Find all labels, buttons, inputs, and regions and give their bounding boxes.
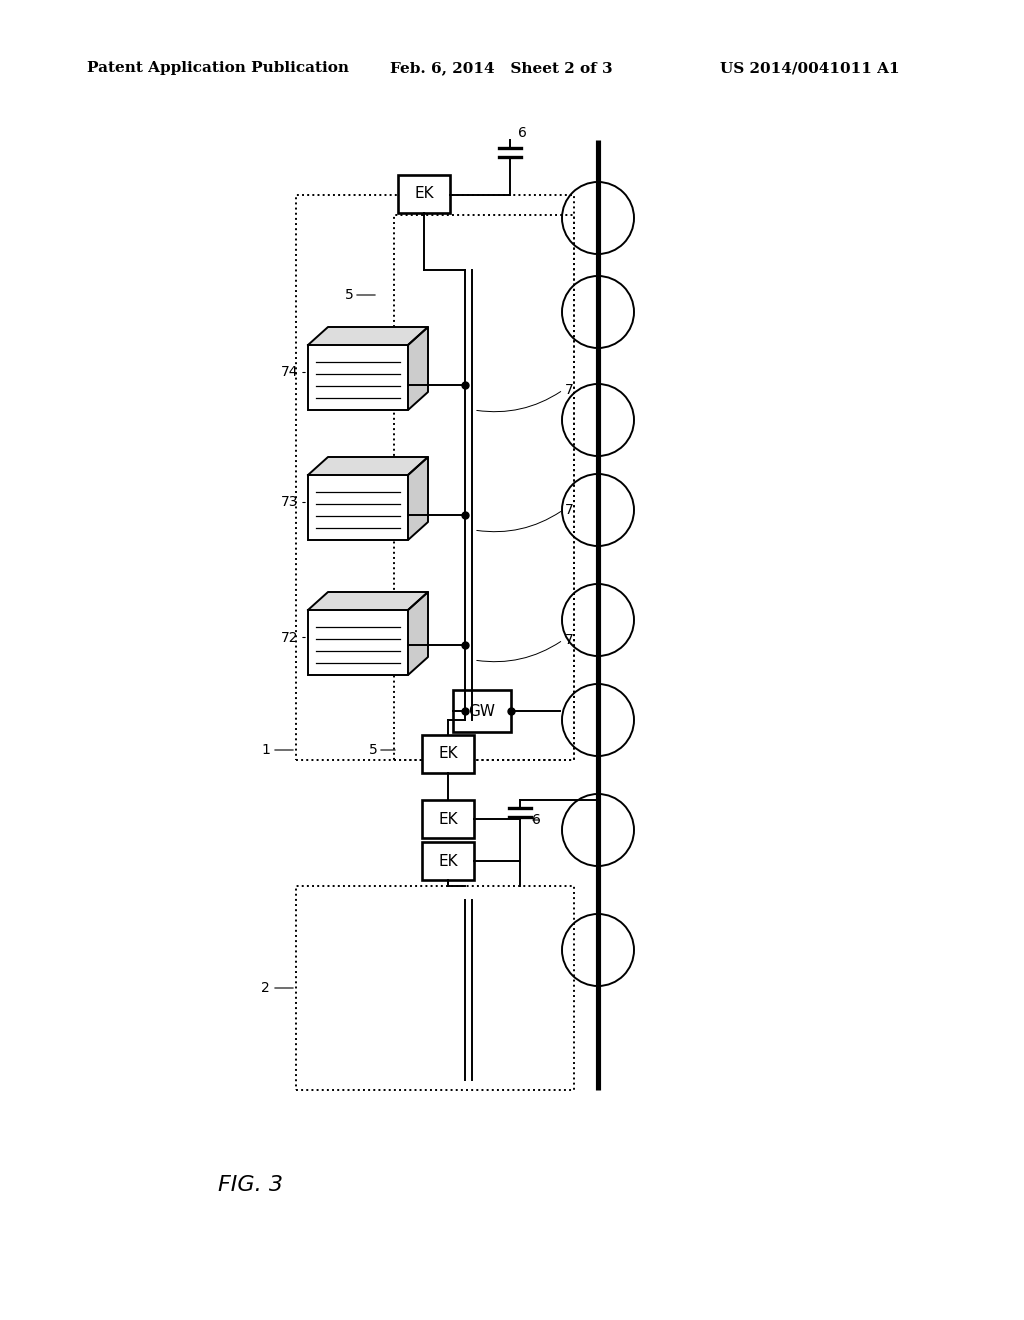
Bar: [422, 842, 474, 880]
Text: EK: EK: [438, 854, 458, 869]
Text: 1: 1: [261, 743, 270, 756]
Text: Feb. 6, 2014   Sheet 2 of 3: Feb. 6, 2014 Sheet 2 of 3: [390, 61, 612, 75]
Text: 74: 74: [281, 366, 298, 380]
Bar: [308, 345, 408, 411]
Text: 72: 72: [281, 631, 298, 644]
Text: EK: EK: [438, 812, 458, 826]
Text: 7: 7: [565, 634, 573, 647]
Polygon shape: [308, 457, 428, 475]
Bar: [296, 195, 574, 760]
Text: Patent Application Publication: Patent Application Publication: [87, 61, 349, 75]
Bar: [296, 886, 574, 1090]
Text: US 2014/0041011 A1: US 2014/0041011 A1: [720, 61, 900, 75]
Polygon shape: [408, 591, 428, 675]
Bar: [394, 215, 574, 760]
Bar: [308, 475, 408, 540]
Polygon shape: [308, 591, 428, 610]
Text: 6: 6: [532, 813, 541, 828]
Text: 2: 2: [261, 981, 270, 995]
Polygon shape: [408, 327, 428, 411]
Text: 7: 7: [565, 383, 573, 397]
Text: 5: 5: [370, 743, 378, 756]
Text: FIG. 3: FIG. 3: [218, 1175, 283, 1195]
Bar: [398, 176, 450, 213]
Text: 7: 7: [565, 503, 573, 517]
Bar: [422, 735, 474, 774]
Text: 73: 73: [281, 495, 298, 510]
Polygon shape: [308, 327, 428, 345]
Bar: [453, 690, 511, 733]
Text: EK: EK: [414, 186, 434, 202]
Bar: [422, 800, 474, 838]
Text: 6: 6: [518, 125, 527, 140]
Bar: [308, 610, 408, 675]
Polygon shape: [408, 457, 428, 540]
Text: 5: 5: [345, 288, 354, 302]
Text: GW: GW: [469, 704, 496, 718]
Text: EK: EK: [438, 747, 458, 762]
